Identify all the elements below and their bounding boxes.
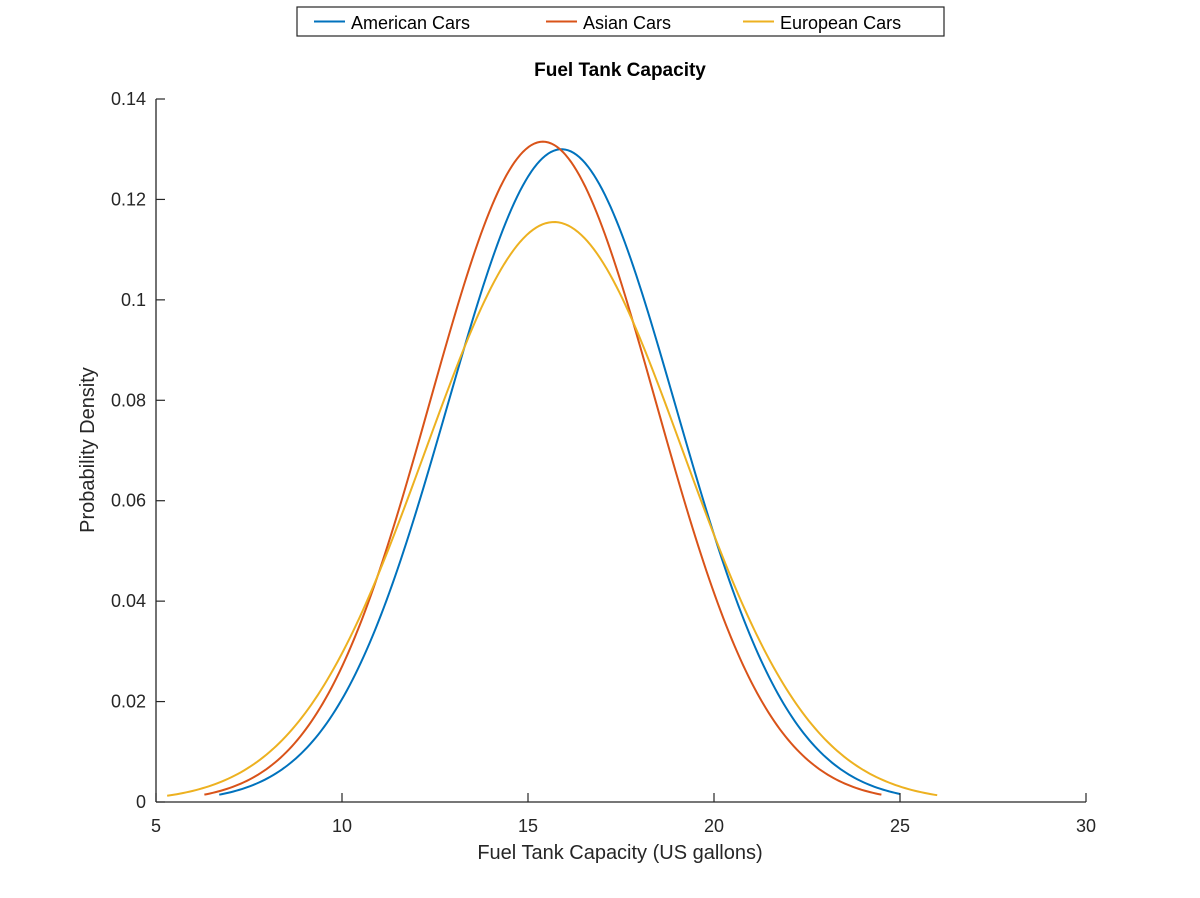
y-tick-label: 0.04 — [111, 591, 146, 611]
y-tick-label: 0.06 — [111, 491, 146, 511]
legend-label-asian-cars: Asian Cars — [583, 13, 671, 33]
legend-box — [296, 6, 945, 37]
legend-label-american-cars: American Cars — [351, 13, 470, 33]
chart-title: Fuel Tank Capacity — [534, 60, 706, 81]
series-line-asian-cars — [204, 140, 882, 796]
series-line-american-cars — [219, 148, 901, 796]
y-tick-label: 0 — [136, 792, 146, 812]
x-tick-label: 15 — [518, 816, 538, 836]
y-tick-label: 0.14 — [111, 89, 146, 109]
y-axis-label: Probability Density — [77, 367, 99, 533]
y-tick-label: 0.02 — [111, 692, 146, 712]
x-tick-label: 10 — [332, 816, 352, 836]
y-tick-label: 0.08 — [111, 390, 146, 410]
x-tick-label: 25 — [890, 816, 910, 836]
x-tick-label: 30 — [1076, 816, 1096, 836]
legend-label-european-cars: European Cars — [780, 13, 901, 33]
y-tick-label: 0.1 — [121, 290, 146, 310]
x-axis-label: Fuel Tank Capacity (US gallons) — [477, 842, 762, 864]
plot-area — [167, 140, 938, 797]
axes: 5 10 15 20 25 30 0 0.02 0.04 0.06 0.08 0.1 0.12 0.14 — [111, 89, 1096, 836]
y-tick-label: 0.12 — [111, 189, 146, 209]
x-tick-label: 5 — [151, 816, 161, 836]
x-tick-label: 20 — [704, 816, 724, 836]
series-line-european-cars — [167, 221, 938, 797]
legend: American Cars Asian Cars European Cars — [296, 6, 945, 37]
